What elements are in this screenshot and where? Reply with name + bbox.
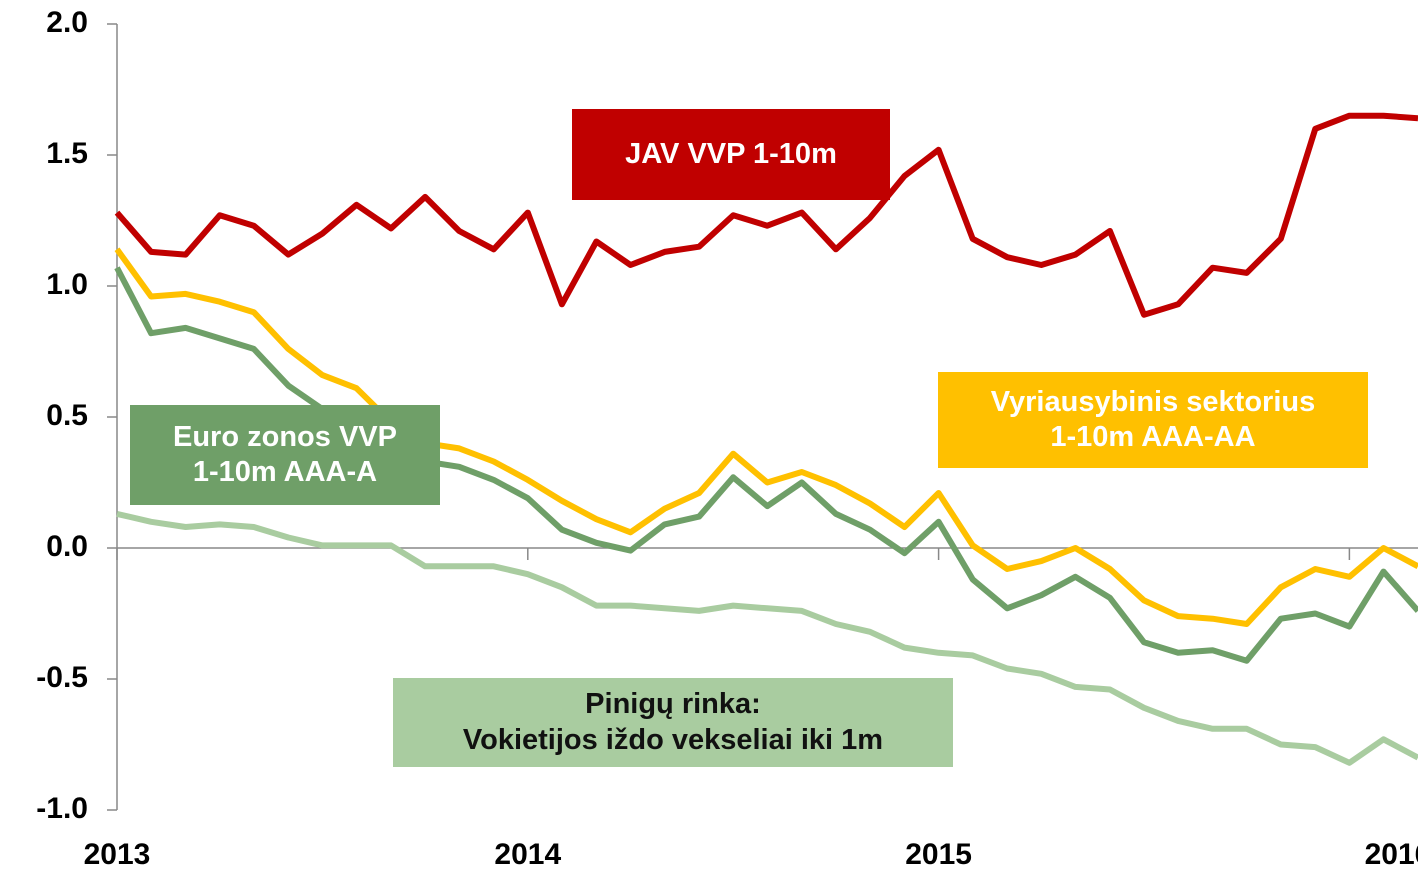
legend-label: Euro zonos VVP 1-10m AAA-A bbox=[130, 405, 440, 505]
series-line bbox=[116, 510, 1418, 766]
series-line bbox=[114, 247, 1418, 627]
y-tick-label: 1.0 bbox=[46, 268, 88, 301]
x-tick-label: 2016 bbox=[1365, 838, 1418, 871]
x-tick-label: 2015 bbox=[905, 838, 972, 871]
legend-label: JAV VVP 1-10m bbox=[572, 109, 890, 200]
series-line bbox=[114, 112, 1418, 318]
legend-label: Pinigų rinka: Vokietijos iždo vekseliai … bbox=[393, 678, 953, 767]
y-tick-label: -1.0 bbox=[36, 792, 88, 825]
x-tick-label: 2013 bbox=[84, 838, 151, 871]
y-tick-label: 2.0 bbox=[46, 6, 88, 39]
x-tick-label: 2014 bbox=[494, 838, 561, 871]
y-tick-label: 1.5 bbox=[46, 137, 88, 170]
legend-label: Vyriausybinis sektorius 1-10m AAA-AA bbox=[938, 372, 1368, 468]
y-tick-label: 0.5 bbox=[46, 399, 88, 432]
y-tick-label: -0.5 bbox=[36, 661, 88, 694]
y-tick-label: 0.0 bbox=[46, 530, 88, 563]
